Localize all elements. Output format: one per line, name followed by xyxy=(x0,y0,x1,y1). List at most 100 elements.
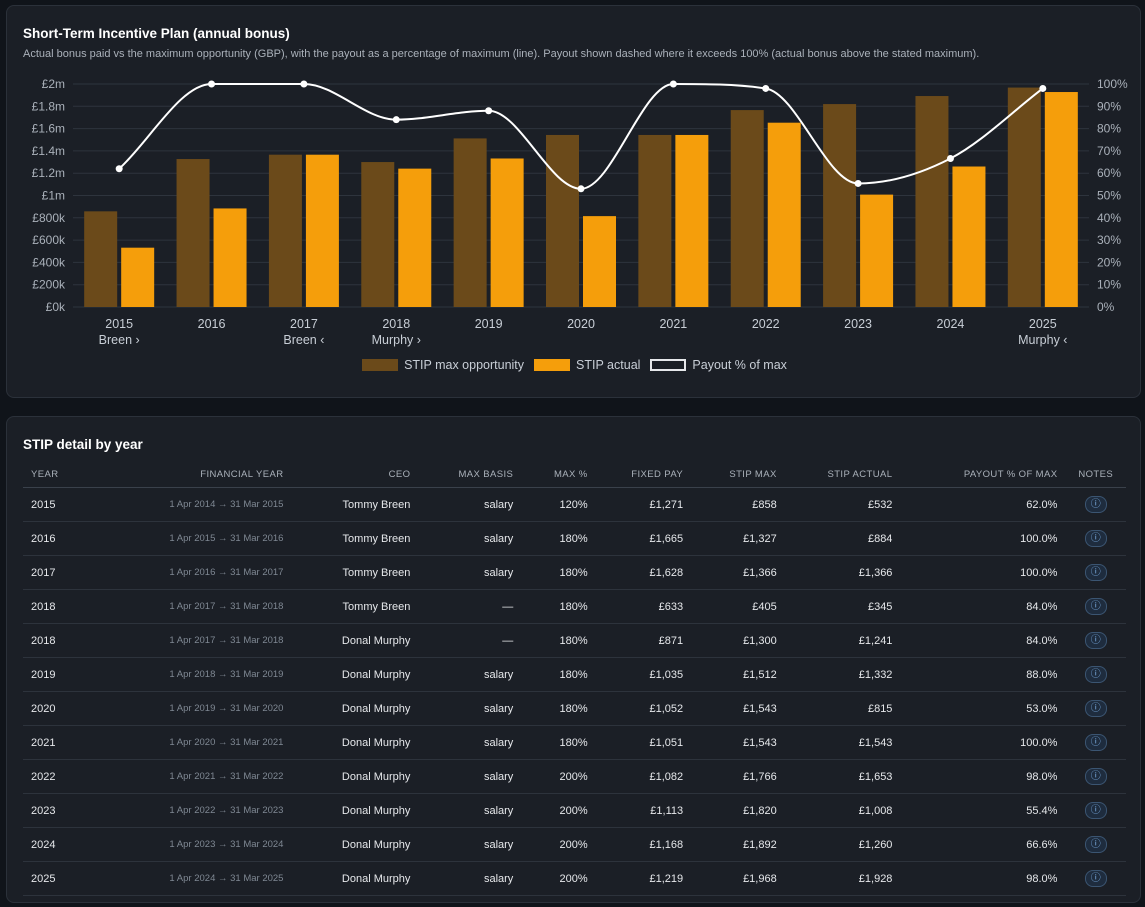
legend-swatch-actual xyxy=(534,359,571,371)
chart-subtitle: Actual bonus paid vs the maximum opportu… xyxy=(23,48,980,60)
y-left-tick-label: £2m xyxy=(42,77,65,91)
table-header-row: Year Financial year CEO Max basis Max % … xyxy=(23,461,1126,488)
cell-stip-actual: £1,332 xyxy=(784,657,901,692)
cell-financial-year: 1 Apr 2015 → 31 Mar 2016 xyxy=(97,521,292,556)
cell-max-pct: 200% xyxy=(521,827,596,862)
y-left-tick-label: £1m xyxy=(42,189,65,203)
cell-ceo: Donal Murphy xyxy=(291,759,419,794)
cell-notes: ⓘ xyxy=(1065,555,1126,590)
info-icon[interactable]: ⓘ xyxy=(1084,496,1107,513)
cell-financial-year: 1 Apr 2016 → 31 Mar 2017 xyxy=(97,555,292,590)
x-tick-label: 2018 xyxy=(382,317,410,331)
payout-point xyxy=(577,185,585,193)
cell-financial-year: 1 Apr 2019 → 31 Mar 2020 xyxy=(97,691,292,726)
legend-label-max: STIP max opportunity xyxy=(404,358,525,372)
cell-payout-pct: 55.4% xyxy=(900,793,1066,828)
cell-stip-max: £1,968 xyxy=(691,861,785,896)
cell-max-pct: 200% xyxy=(521,861,596,896)
info-icon[interactable]: ⓘ xyxy=(1084,836,1107,853)
cell-notes: ⓘ xyxy=(1065,657,1126,692)
cell-max-pct: 200% xyxy=(521,793,596,828)
col-year: Year xyxy=(23,461,98,488)
cell-max-pct: 180% xyxy=(521,657,596,692)
payout-point xyxy=(208,80,216,88)
cell-max-basis: salary xyxy=(418,657,522,692)
x-tick-label: 2023 xyxy=(844,317,872,331)
info-icon[interactable]: ⓘ xyxy=(1084,530,1107,547)
stip-detail-card: STIP detail by year Year Financial year … xyxy=(6,416,1141,903)
cell-ceo: Donal Murphy xyxy=(291,793,419,828)
cell-payout-pct: 66.6% xyxy=(900,827,1066,862)
bar-stip-actual xyxy=(767,122,801,308)
cell-fixed-pay: £1,082 xyxy=(595,759,692,794)
cell-year: 2019 xyxy=(23,657,98,692)
cell-notes: ⓘ xyxy=(1065,725,1126,760)
cell-payout-pct: 98.0% xyxy=(900,759,1066,794)
cell-payout-pct: 84.0% xyxy=(900,589,1066,624)
cell-payout-pct: 98.0% xyxy=(900,861,1066,896)
cell-max-basis: salary xyxy=(418,487,522,522)
col-financial-year: Financial year xyxy=(97,461,292,488)
legend-item-max[interactable]: STIP max opportunity xyxy=(362,358,524,372)
info-icon[interactable]: ⓘ xyxy=(1084,768,1107,785)
legend-item-actual[interactable]: STIP actual xyxy=(534,358,640,372)
info-icon[interactable]: ⓘ xyxy=(1084,666,1107,683)
payout-point xyxy=(1039,84,1047,92)
bar-stip-actual xyxy=(490,158,524,307)
cell-year: 2020 xyxy=(23,691,98,726)
cell-financial-year: 1 Apr 2017 → 31 Mar 2018 xyxy=(97,589,292,624)
cell-year: 2021 xyxy=(23,725,98,760)
cell-year: 2017 xyxy=(23,555,98,590)
y-left-tick-label: £1.6m xyxy=(32,122,65,136)
cell-ceo: Donal Murphy xyxy=(291,827,419,862)
cell-max-basis: salary xyxy=(418,861,522,896)
cell-financial-year: 1 Apr 2020 → 31 Mar 2021 xyxy=(97,725,292,760)
cell-max-pct: 180% xyxy=(521,691,596,726)
legend-swatch-max xyxy=(362,359,399,371)
payout-point xyxy=(115,165,123,173)
cell-year: 2016 xyxy=(23,521,98,556)
cell-fixed-pay: £1,628 xyxy=(595,555,692,590)
cell-fixed-pay: £1,271 xyxy=(595,487,692,522)
cell-stip-max: £1,820 xyxy=(691,793,785,828)
info-icon[interactable]: ⓘ xyxy=(1084,598,1107,615)
cell-max-pct: 200% xyxy=(521,759,596,794)
cell-fixed-pay: £1,168 xyxy=(595,827,692,862)
cell-payout-pct: 88.0% xyxy=(900,657,1066,692)
cell-max-basis: — xyxy=(418,589,522,624)
info-icon[interactable]: ⓘ xyxy=(1084,700,1107,717)
table-row: 2025 1 Apr 2024 → 31 Mar 2025 Donal Murphy… xyxy=(23,861,1126,896)
y-right-tick-label: 100% xyxy=(1097,77,1128,91)
col-ceo: CEO xyxy=(291,461,419,488)
legend-item-payout[interactable]: Payout % of max xyxy=(650,358,787,372)
info-icon[interactable]: ⓘ xyxy=(1084,870,1107,887)
table-row: 2016 1 Apr 2015 → 31 Mar 2016 Tommy Breen s… xyxy=(23,521,1126,556)
bar-stip-actual xyxy=(398,168,432,307)
bar-max-opportunity xyxy=(915,96,949,308)
info-icon[interactable]: ⓘ xyxy=(1084,734,1107,751)
info-icon[interactable]: ⓘ xyxy=(1084,564,1107,581)
cell-payout-pct: 100.0% xyxy=(900,555,1066,590)
info-icon[interactable]: ⓘ xyxy=(1084,632,1107,649)
cell-stip-max: £1,543 xyxy=(691,725,785,760)
legend-label-payout: Payout % of max xyxy=(692,358,787,372)
x-tick-label: 2016 xyxy=(198,317,226,331)
col-stip-actual: STIP actual xyxy=(784,461,901,488)
cell-max-basis: salary xyxy=(418,555,522,590)
cell-payout-pct: 100.0% xyxy=(900,521,1066,556)
bar-max-opportunity xyxy=(730,110,764,307)
cell-max-pct: 180% xyxy=(521,555,596,590)
x-tick-label: 2025 xyxy=(1029,317,1057,331)
bar-stip-actual xyxy=(583,216,616,307)
cell-notes: ⓘ xyxy=(1065,793,1126,828)
cell-financial-year: 1 Apr 2017 → 31 Mar 2018 xyxy=(97,623,292,658)
cell-notes: ⓘ xyxy=(1065,759,1126,794)
x-tick-label: 2021 xyxy=(659,317,687,331)
y-right-tick-label: 50% xyxy=(1097,189,1121,203)
info-icon[interactable]: ⓘ xyxy=(1084,802,1107,819)
y-right-tick-label: 40% xyxy=(1097,211,1121,225)
cell-fixed-pay: £1,035 xyxy=(595,657,692,692)
cell-notes: ⓘ xyxy=(1065,521,1126,556)
cell-stip-actual: £1,543 xyxy=(784,725,901,760)
cell-max-basis: salary xyxy=(418,793,522,828)
